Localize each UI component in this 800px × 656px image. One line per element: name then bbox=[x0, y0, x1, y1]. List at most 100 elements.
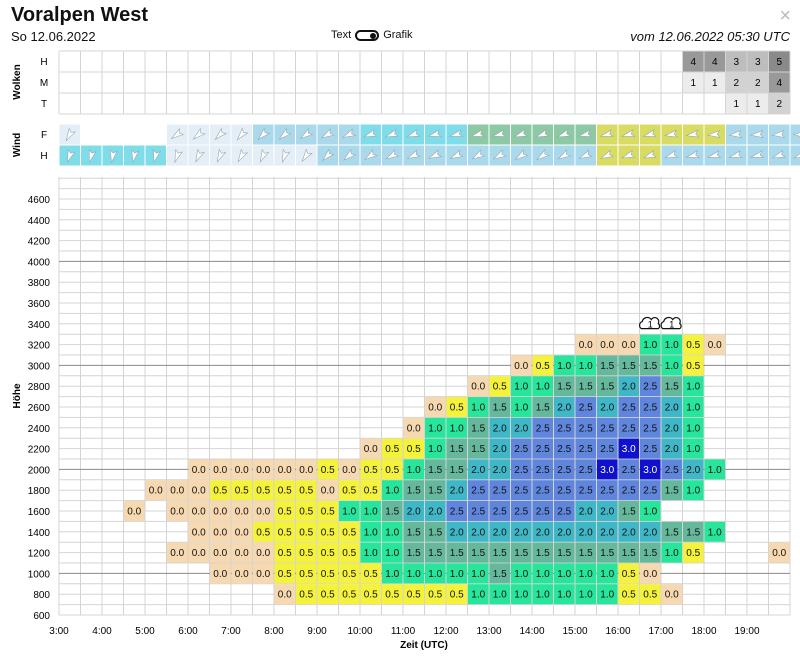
thermal-cell bbox=[210, 501, 231, 521]
cloud-cell-value: 4 bbox=[690, 57, 696, 68]
thermal-cell-value: 1.0 bbox=[579, 569, 593, 580]
thermal-cell bbox=[618, 563, 639, 584]
thermal-cell bbox=[511, 376, 532, 397]
view-toggle[interactable]: Text Grafik bbox=[331, 29, 413, 41]
thermal-cell bbox=[231, 480, 252, 501]
wind-arrow-icon bbox=[301, 148, 313, 163]
thermal-cell bbox=[360, 459, 381, 480]
thermal-cell-value: 2.5 bbox=[514, 486, 528, 497]
thermal-cell-value: 0.5 bbox=[493, 382, 507, 393]
cloud-cell bbox=[747, 93, 768, 114]
thermal-cell bbox=[489, 397, 510, 417]
thermal-cell-value: 0.5 bbox=[450, 403, 464, 414]
cloud-cell-value: 1 bbox=[733, 99, 739, 110]
thermal-cell-value: 2.0 bbox=[622, 382, 636, 393]
thermal-cell-value: 1.0 bbox=[536, 382, 550, 393]
thermal-cell bbox=[575, 542, 596, 563]
thermal-cell bbox=[403, 459, 424, 480]
wind-arrow-icon bbox=[278, 127, 292, 140]
thermal-cell-value: 2.5 bbox=[643, 444, 657, 455]
thermal-cell-value: 2.5 bbox=[579, 403, 593, 414]
thermal-cell bbox=[446, 501, 467, 521]
thermal-cell-value: 0.0 bbox=[235, 507, 249, 518]
y-tick-label: 600 bbox=[33, 611, 50, 622]
thermal-cell-value: 2.0 bbox=[579, 507, 593, 518]
thermal-cell-value: 1.0 bbox=[708, 465, 722, 476]
thermal-cell-value: 0.5 bbox=[235, 486, 249, 497]
toggle-text-label[interactable]: Text bbox=[331, 29, 352, 41]
thermal-cell bbox=[339, 459, 360, 480]
thermal-cell bbox=[661, 397, 682, 417]
thermal-cell bbox=[167, 480, 188, 501]
thermal-cell-value: 0.0 bbox=[579, 340, 593, 351]
thermal-cell bbox=[489, 584, 510, 605]
thermal-cell-value: 0.0 bbox=[665, 590, 679, 601]
thermal-cell bbox=[618, 417, 639, 438]
thermal-cell-value: 1.5 bbox=[471, 423, 485, 434]
thermal-cell bbox=[683, 376, 704, 397]
thermal-cell-value: 2.0 bbox=[600, 527, 614, 538]
thermal-cell bbox=[446, 438, 467, 459]
thermal-cell bbox=[532, 480, 553, 501]
thermal-cell bbox=[575, 459, 596, 480]
thermal-cell bbox=[554, 542, 575, 563]
thermal-cell bbox=[511, 459, 532, 480]
thermal-cell bbox=[468, 542, 489, 563]
thermal-cell-value: 2.5 bbox=[493, 507, 507, 518]
thermal-cell-value: 2.0 bbox=[471, 527, 485, 538]
thermal-cell bbox=[489, 521, 510, 542]
wind-arrow-icon bbox=[299, 127, 314, 140]
thermal-cell bbox=[296, 542, 317, 563]
thermal-cell bbox=[425, 563, 446, 584]
thermal-cell-value: 1.5 bbox=[428, 527, 442, 538]
thermal-cell-value: 2.5 bbox=[450, 507, 464, 518]
thermal-cell bbox=[575, 438, 596, 459]
thermal-cell bbox=[253, 459, 274, 480]
thermal-cell-value: 2.0 bbox=[579, 527, 593, 538]
thermal-cell-value: 0.0 bbox=[149, 486, 163, 497]
thermal-cell-value: 0.5 bbox=[321, 465, 335, 476]
thermal-cell bbox=[532, 355, 553, 376]
thermal-cell-value: 2.5 bbox=[643, 486, 657, 497]
thermal-cell-value: 1.5 bbox=[428, 486, 442, 497]
thermal-cell bbox=[683, 438, 704, 459]
thermal-cell bbox=[425, 459, 446, 480]
x-tick-label: 5:00 bbox=[135, 626, 155, 637]
thermal-cell-value: 2.5 bbox=[471, 486, 485, 497]
thermal-cell bbox=[296, 584, 317, 605]
thermal-cell-value: 2.5 bbox=[514, 465, 528, 476]
wind-arrow-icon bbox=[514, 148, 529, 161]
y-tick-label: 4000 bbox=[28, 257, 51, 268]
x-tick-label: 8:00 bbox=[264, 626, 284, 637]
y-tick-label: 1000 bbox=[28, 569, 51, 580]
close-icon[interactable]: × bbox=[779, 5, 791, 27]
thermal-cell bbox=[532, 563, 553, 584]
thermal-cell bbox=[403, 584, 424, 605]
thermal-cell bbox=[597, 521, 618, 542]
wind-arrow-icon bbox=[642, 129, 657, 137]
thermal-cell bbox=[704, 521, 725, 542]
thermal-cell bbox=[188, 480, 209, 501]
thermal-cell bbox=[382, 584, 403, 605]
thermal-cell-value: 1.0 bbox=[536, 569, 550, 580]
thermal-cell bbox=[640, 542, 661, 563]
toggle-graphic-label[interactable]: Grafik bbox=[383, 29, 413, 41]
thermal-cell-value: 2.5 bbox=[579, 465, 593, 476]
toggle-switch[interactable] bbox=[355, 29, 380, 41]
thermal-cell-value: 0.5 bbox=[321, 507, 335, 518]
thermal-cell-value: 0.0 bbox=[708, 340, 722, 351]
thermal-cell bbox=[468, 459, 489, 480]
thermal-cell-value: 1.0 bbox=[342, 507, 356, 518]
wind-arrow-icon bbox=[771, 149, 787, 159]
wind-arrow-icon bbox=[281, 148, 291, 164]
thermal-cell-value: 1.5 bbox=[536, 548, 550, 559]
thermal-cell-value: 2.0 bbox=[665, 444, 679, 455]
x-tick-label: 16:00 bbox=[605, 626, 630, 637]
thermal-cell bbox=[317, 563, 338, 584]
cloud-cell-value: 3 bbox=[755, 57, 761, 68]
thermal-cell bbox=[489, 480, 510, 501]
wind-arrow-icon bbox=[170, 127, 185, 140]
thermal-cell bbox=[640, 480, 661, 501]
thermal-cell bbox=[124, 501, 145, 521]
x-tick-label: 9:00 bbox=[307, 626, 327, 637]
